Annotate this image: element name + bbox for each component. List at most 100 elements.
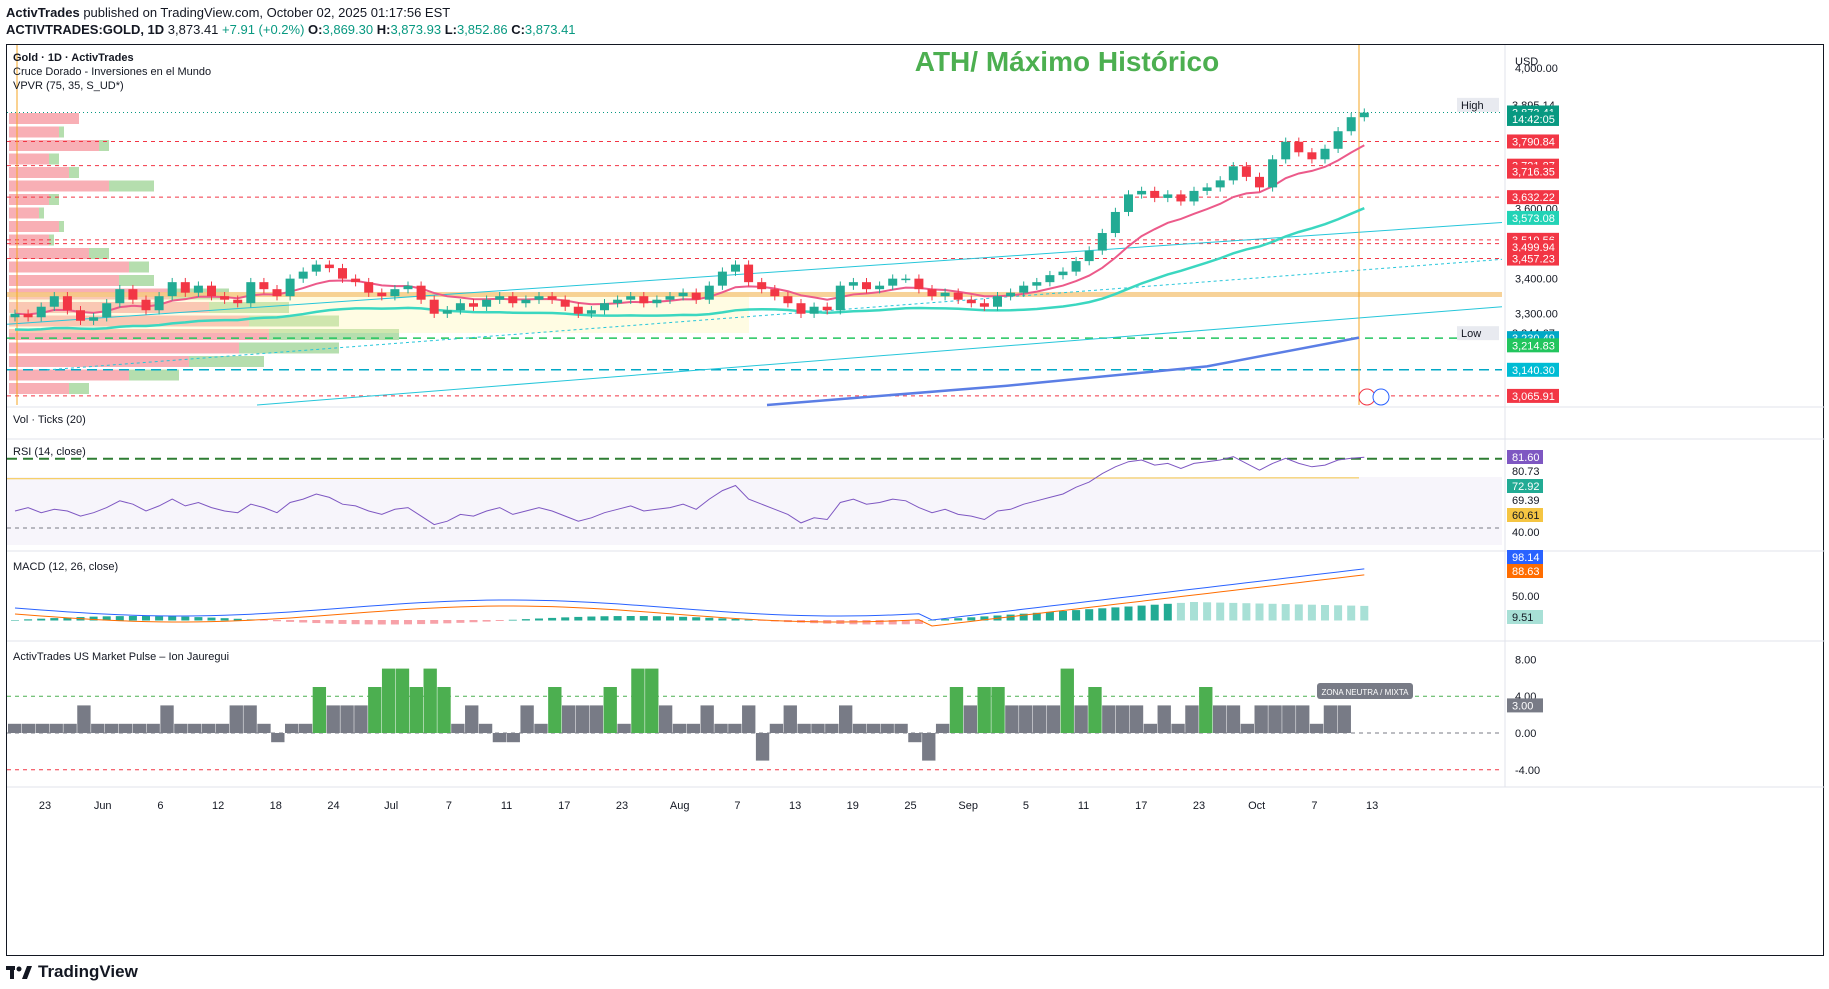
candle-body: [115, 289, 125, 304]
pulse-bar: [575, 705, 590, 733]
high-tag-label: High: [1461, 100, 1484, 112]
price-change: +7.91 (+0.2%): [222, 22, 305, 37]
macd-histogram-bar: [233, 618, 242, 621]
pulse-bar: [132, 723, 146, 733]
candle-body: [1307, 152, 1317, 160]
pulse-bar: [77, 705, 91, 733]
candle-body: [665, 296, 675, 300]
macd-histogram-bar: [50, 618, 59, 621]
macd-histogram-bar: [207, 617, 216, 621]
pulse-bar: [742, 705, 756, 733]
candle-body: [979, 303, 989, 307]
candle-body: [62, 296, 72, 311]
tradingview-logo-text: TradingView: [38, 962, 138, 981]
sma-long-line: [766, 336, 1360, 407]
macd-histogram-bar: [1190, 602, 1198, 621]
macd-histogram-bar: [299, 620, 308, 623]
rsi-label-bg: [1507, 479, 1543, 493]
rsi-label-bg: [1507, 450, 1543, 464]
macd-histogram-bar: [521, 619, 530, 621]
pulse-bar: [1074, 705, 1088, 733]
macd-value-label: 9.51: [1512, 612, 1533, 624]
rsi-axis-tick: 69.39: [1512, 495, 1540, 507]
macd-histogram-bar: [63, 617, 72, 621]
macd-histogram-bar: [1255, 603, 1264, 621]
candle-body: [455, 303, 465, 311]
macd-histogram-bar: [11, 620, 19, 621]
time-axis-tick: 17: [1135, 800, 1147, 812]
pulse-axis-tick: -4.00: [1515, 765, 1540, 777]
candle-body: [49, 296, 59, 307]
candle-body: [717, 271, 727, 286]
candle-body: [600, 303, 609, 311]
published-text: published on TradingView.com, October 02…: [83, 5, 451, 20]
candle-body: [770, 289, 780, 297]
vpvr-buy-bar: [99, 140, 109, 151]
rsi-line: [14, 456, 1365, 526]
candle-body: [613, 299, 623, 304]
legend-macd: MACD (12, 26, close): [13, 561, 118, 573]
candle-body: [848, 282, 858, 286]
pulse-bar: [1226, 705, 1241, 733]
vpvr-buy-bar: [249, 315, 339, 327]
price-level-label: 3,140.30: [1512, 365, 1555, 377]
candle-body: [233, 299, 243, 304]
macd-histogram-bar: [548, 617, 557, 621]
pulse-bar: [1296, 705, 1310, 733]
zone-tag-bg: [1317, 683, 1413, 699]
price-level-label: 3,573.08: [1512, 213, 1555, 225]
pulse-bar: [381, 668, 396, 733]
vpvr-buy-bar: [69, 167, 79, 178]
time-axis-tick: 23: [616, 800, 628, 812]
macd-histogram-bar: [1032, 612, 1041, 621]
candle-body: [1006, 292, 1016, 297]
macd-histogram-bar: [142, 616, 150, 621]
candle-body: [1124, 194, 1133, 212]
candle-body: [1281, 141, 1291, 160]
candle-body: [1084, 250, 1094, 262]
pulse-bar: [658, 705, 673, 733]
macd-histogram-bar: [1019, 613, 1028, 621]
price-label-bg: [1507, 190, 1559, 205]
pulse-bar: [783, 705, 797, 733]
time-axis-tick: 18: [270, 800, 282, 812]
vpvr-buy-bar: [109, 180, 154, 192]
time-axis-tick: 11: [1078, 800, 1089, 812]
vpvr-buy-bar: [39, 207, 44, 219]
pulse-bar: [465, 705, 479, 733]
candle-body: [547, 296, 557, 300]
price-label-bg: [1507, 134, 1559, 149]
candle-body: [901, 278, 911, 281]
vpvr-sell-bar: [9, 167, 69, 178]
pulse-bar: [1199, 687, 1213, 733]
chart-frame[interactable]: Gold · 1D · ActivTrades Cruce Dorado - In…: [6, 44, 1825, 957]
price-level-label: 3,065.91: [1512, 391, 1555, 403]
candle-body: [1071, 261, 1081, 272]
publish-line: ActivTrades published on TradingView.com…: [6, 4, 576, 21]
vpvr-sell-bar: [9, 261, 129, 273]
pulse-axis-tick: 8.00: [1515, 654, 1536, 666]
pulse-bar: [866, 723, 881, 733]
pulse-label-bg: [1507, 698, 1543, 713]
macd-histogram-bar: [168, 616, 177, 621]
macd-histogram-bar: [1307, 604, 1316, 621]
macd-axis-tick: 50.00: [1512, 591, 1540, 603]
candle-body: [809, 306, 819, 314]
legend-symbol: Gold · 1D · ActivTrades: [13, 52, 134, 64]
candle-body: [272, 289, 282, 297]
pulse-bar: [1046, 705, 1061, 733]
candle-body: [639, 296, 649, 304]
rsi-value-label: 81.60: [1512, 452, 1540, 464]
chart-canvas[interactable]: Gold · 1D · ActivTrades Cruce Dorado - In…: [7, 45, 1825, 957]
macd-histogram-bar: [89, 616, 98, 621]
candle-body: [36, 306, 46, 318]
pulse-bar: [188, 723, 202, 733]
pulse-bar: [548, 687, 562, 733]
pulse-bar: [1268, 705, 1282, 733]
orange-zone-band: [7, 291, 1502, 297]
macd-histogram-bar: [535, 618, 543, 621]
high-value: 3,873.93: [390, 22, 442, 37]
pulse-bar: [714, 723, 728, 733]
pulse-bar: [312, 687, 327, 733]
pulse-bar: [852, 723, 867, 733]
